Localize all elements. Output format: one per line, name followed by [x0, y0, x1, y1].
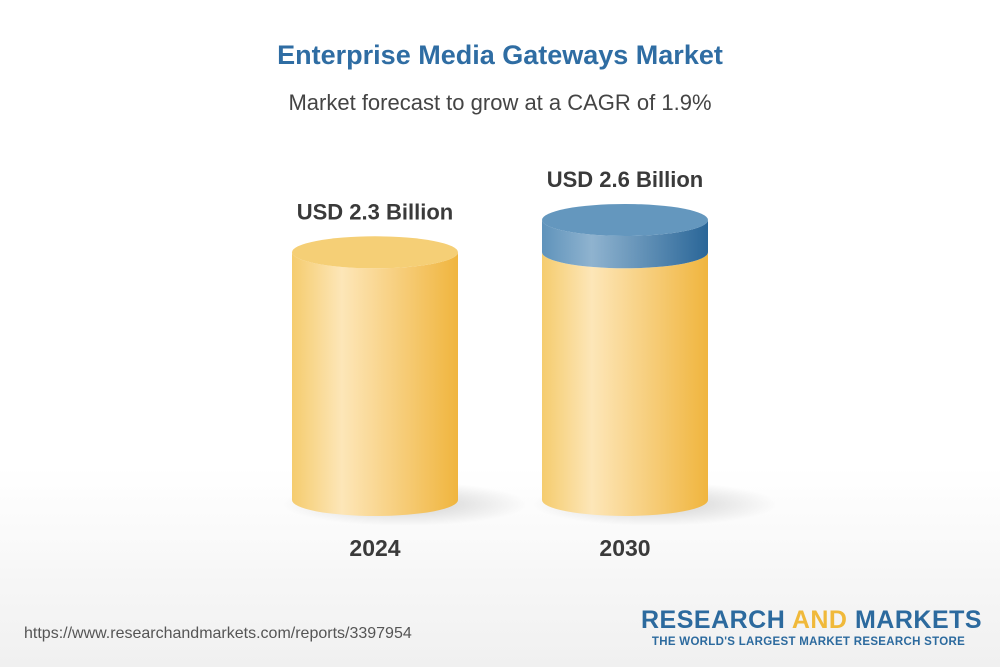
bar-top-2024 [292, 236, 458, 269]
x-tick-label: 2024 [349, 535, 400, 561]
bar-top-2030 [542, 203, 708, 236]
data-label: USD 2.6 Billion [547, 167, 703, 192]
bar-growth-2030 [542, 219, 708, 269]
bar-2024 [292, 252, 458, 517]
chart-title: Enterprise Media Gateways Market [277, 40, 723, 70]
x-tick-label: 2030 [599, 535, 650, 561]
bar-2030 [542, 252, 708, 516]
chart-subtitle: Market forecast to grow at a CAGR of 1.9… [288, 90, 712, 115]
data-label: USD 2.3 Billion [297, 199, 453, 224]
research-and-markets-logo: RESEARCH AND MARKETS THE WORLD'S LARGEST… [641, 606, 983, 648]
source-url[interactable]: https://www.researchandmarkets.com/repor… [24, 625, 412, 642]
